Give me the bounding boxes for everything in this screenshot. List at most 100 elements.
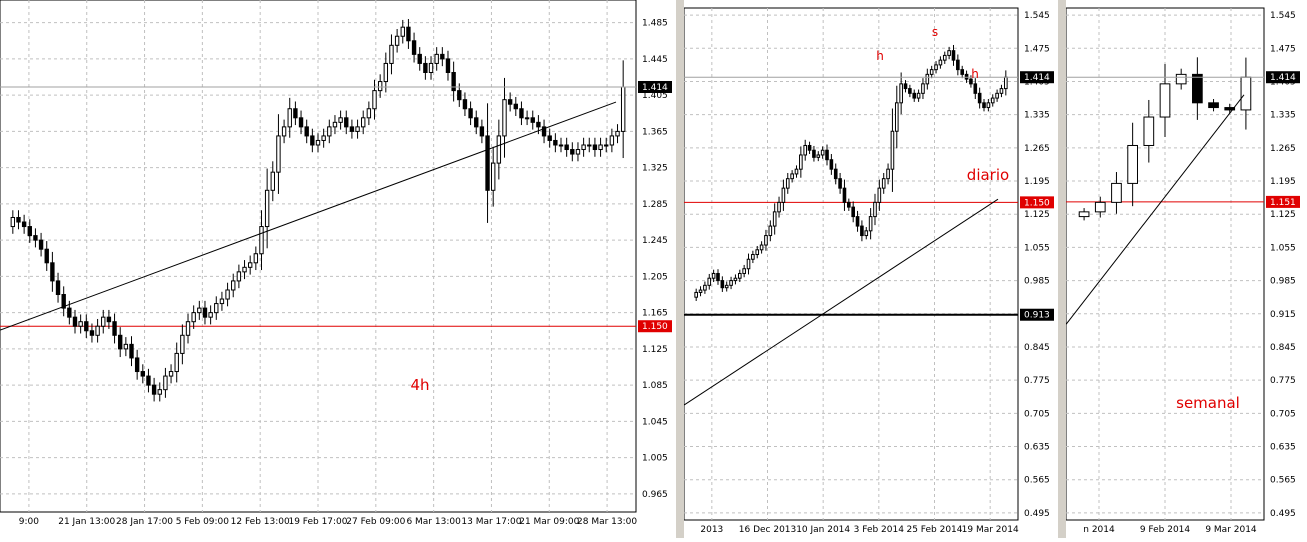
- candle-body: [44, 248, 49, 264]
- candle-body: [157, 389, 162, 395]
- candle-body: [428, 62, 434, 73]
- panel-splitter[interactable]: [676, 0, 684, 538]
- candle-body: [620, 86, 626, 132]
- candle-body: [733, 277, 738, 282]
- candle-body: [304, 126, 309, 137]
- price-tick-label: 0.705: [1270, 409, 1296, 419]
- panel-splitter[interactable]: [1058, 0, 1066, 538]
- candle-body: [592, 144, 598, 151]
- candle-body: [310, 135, 315, 146]
- candle-body: [536, 121, 541, 128]
- candle-body: [929, 69, 934, 75]
- price-tick-label: 0.985: [1270, 277, 1296, 287]
- candle-body: [1078, 211, 1090, 218]
- price-tick-label: 0.965: [642, 490, 668, 500]
- candle-body: [864, 230, 869, 237]
- price-tick-label: 1.205: [642, 272, 668, 282]
- price-tick-label: 1.125: [1024, 210, 1050, 220]
- candle-body: [338, 117, 343, 123]
- candle-body: [513, 103, 518, 110]
- price-tick-label: 1.195: [1270, 177, 1296, 187]
- price-tick-label: 0.565: [1270, 476, 1296, 486]
- candle-body: [716, 272, 720, 282]
- candle-body: [942, 54, 947, 61]
- candle-body: [67, 307, 72, 318]
- candle-body: [394, 35, 400, 46]
- current-price-box: [638, 80, 672, 93]
- price-tick-label: 1.335: [1270, 111, 1296, 121]
- candle-body: [174, 352, 179, 373]
- candle-body: [219, 298, 225, 305]
- candle-body: [33, 235, 38, 241]
- candle-body: [112, 321, 117, 336]
- candle-body: [829, 159, 834, 170]
- candle-body: [575, 149, 581, 155]
- candle-body: [995, 92, 999, 99]
- candle-body: [197, 307, 202, 314]
- timeframe-label: semanal: [1176, 394, 1240, 412]
- candle-body: [123, 343, 129, 350]
- candle-body: [1208, 102, 1219, 109]
- price-tick-label: 1.195: [1024, 177, 1050, 187]
- current-price-label: 1.414: [1270, 73, 1296, 83]
- price-tick-label: 0.635: [1270, 443, 1296, 453]
- candle-body: [389, 44, 394, 64]
- price-tick-label: 0.845: [1270, 343, 1296, 353]
- candle-body: [372, 90, 377, 110]
- candle-body: [598, 144, 603, 151]
- time-tick-label: 12 Feb 13:00: [231, 517, 290, 527]
- candle-body: [490, 162, 496, 191]
- reference-level-label: 0.913: [1024, 311, 1050, 321]
- candle-body: [468, 108, 473, 119]
- candle-body: [457, 90, 462, 101]
- candle-body: [451, 71, 456, 92]
- candle-body: [106, 316, 112, 323]
- candle-body: [89, 330, 95, 336]
- candle-body: [751, 254, 755, 260]
- pattern-label: h: [876, 49, 884, 63]
- chart-weekly-panel: 1.5451.4751.4051.3351.2651.1951.1251.055…: [1065, 7, 1300, 535]
- price-tick-label: 1.165: [642, 309, 668, 319]
- candle-body: [951, 50, 956, 61]
- candle-body: [27, 226, 32, 237]
- time-tick-label: 16 Dec 2013: [739, 525, 797, 535]
- candle-body: [990, 97, 995, 104]
- price-tick-label: 1.365: [642, 127, 668, 137]
- candle-body: [558, 144, 564, 147]
- price-tick-label: 1.485: [642, 19, 668, 29]
- price-tick-label: 0.495: [1270, 509, 1296, 519]
- time-tick-label: 9:00: [19, 517, 39, 527]
- candle-body: [777, 201, 781, 213]
- candle-body: [921, 83, 925, 94]
- candle-body: [332, 121, 338, 128]
- candle-body: [344, 117, 349, 128]
- candle-body: [78, 321, 83, 327]
- candle-body: [383, 62, 389, 83]
- timeframe-label: diario: [967, 166, 1009, 184]
- pattern-label: h: [971, 67, 979, 81]
- candle-body: [969, 78, 973, 85]
- candle-body: [146, 375, 151, 386]
- chart-4h-panel: 1.485 1.445 1.405 1.365 1.325 1.285 1.245 1.205…: [0, 0, 672, 527]
- price-tick-label: 1.545: [1270, 11, 1296, 21]
- candle-body: [519, 108, 524, 119]
- price-tick-label: 1.005: [642, 454, 668, 464]
- time-tick-label: 9 Feb 2014: [1140, 525, 1191, 535]
- candle-body: [925, 73, 930, 85]
- time-tick-label: n 2014: [1083, 525, 1115, 535]
- candle-body: [440, 53, 445, 60]
- candle-body: [703, 284, 707, 291]
- timeframe-label: 4h: [410, 376, 429, 394]
- price-tick-label: 1.055: [1270, 243, 1296, 253]
- candle-body: [720, 280, 725, 289]
- candle-body: [812, 149, 816, 158]
- candle-body: [886, 168, 890, 180]
- candle-body: [768, 225, 773, 237]
- candle-body: [423, 62, 428, 73]
- candle-body: [10, 216, 16, 228]
- candle-body: [973, 83, 978, 94]
- candle-body: [1224, 107, 1236, 111]
- candle-body: [938, 59, 943, 66]
- trend-line: [683, 198, 999, 406]
- candle-body: [729, 280, 733, 286]
